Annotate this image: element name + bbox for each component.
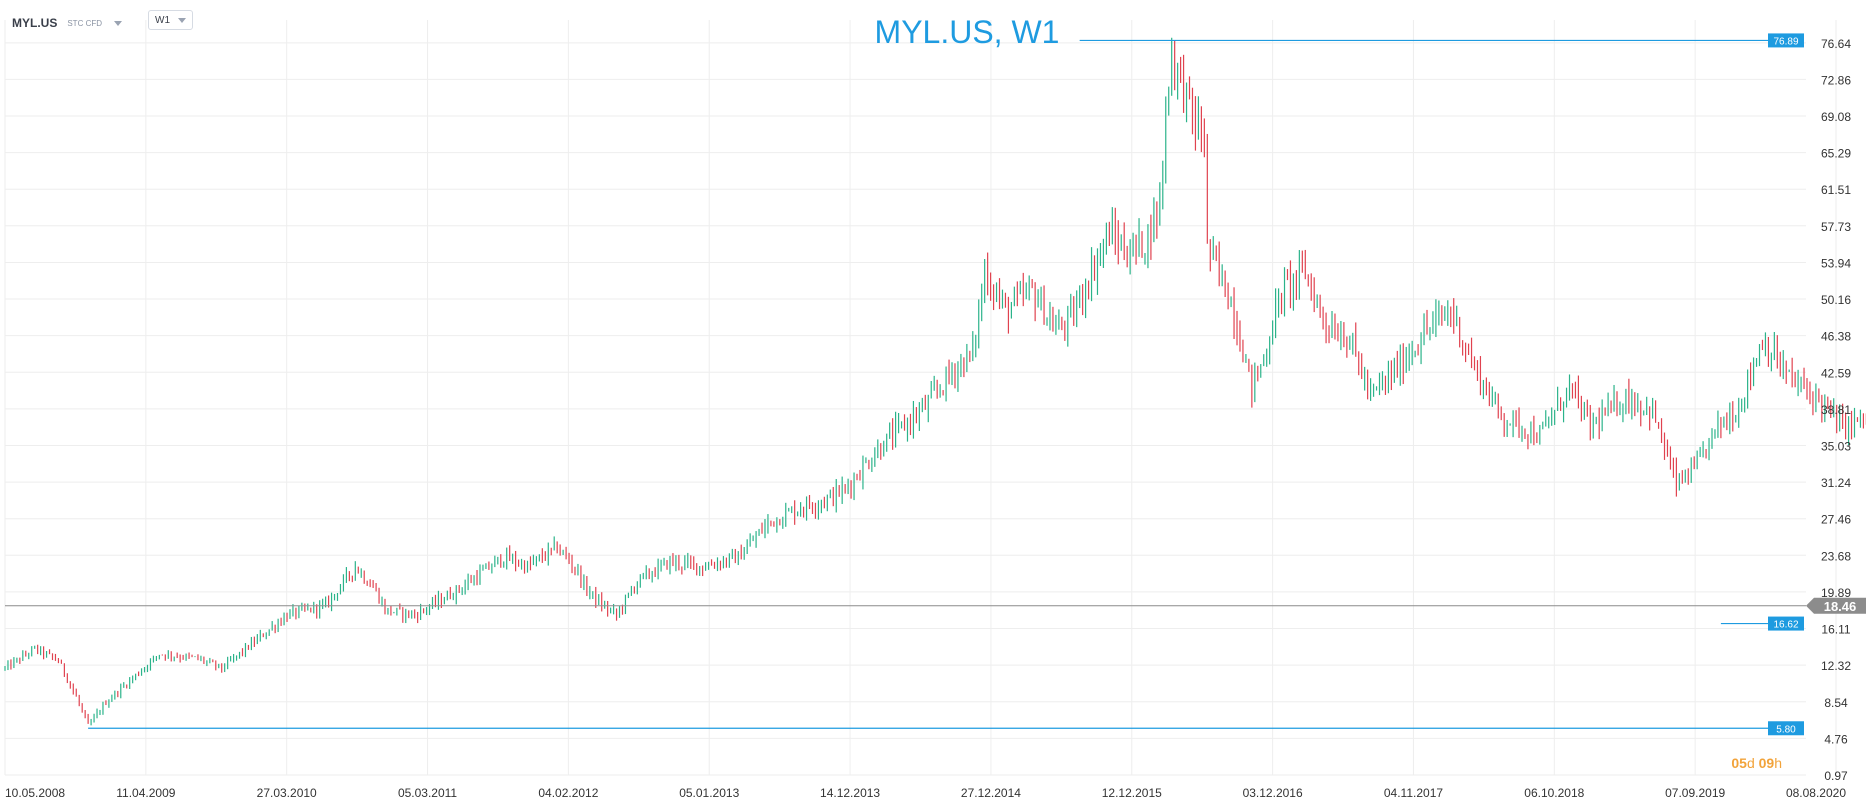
- x-tick-label: 04.02.2012: [538, 786, 598, 800]
- price-marker-label: 16.62: [1773, 620, 1798, 631]
- grid: [4, 20, 1837, 776]
- current-price-badge: [1806, 597, 1866, 614]
- y-tick-label: 42.59: [1821, 366, 1851, 380]
- y-tick-label: 50.16: [1821, 293, 1851, 307]
- price-marker-label: 5.80: [1776, 724, 1796, 735]
- candles: [4, 37, 1866, 726]
- x-tick-label: 05.01.2013: [679, 786, 739, 800]
- chart-title: MYL.US, W1: [875, 14, 1060, 50]
- y-tick-label: 8.54: [1824, 696, 1848, 710]
- timeframe-select[interactable]: W1: [148, 10, 193, 30]
- current-price-label: 18.46: [1824, 599, 1857, 614]
- price-markers: 18.46 76.89 16.62 5.80: [5, 33, 1866, 736]
- y-tick-label: 31.24: [1821, 476, 1851, 490]
- x-tick-label: 06.10.2018: [1524, 786, 1584, 800]
- y-tick-label: 35.03: [1821, 439, 1851, 453]
- y-tick-label: 0.97: [1824, 769, 1848, 783]
- y-tick-label: 27.46: [1821, 513, 1851, 527]
- y-tick-label: 61.51: [1821, 183, 1851, 197]
- timeframe-value: W1: [155, 14, 170, 26]
- x-tick-label: 04.11.2017: [1384, 786, 1443, 800]
- x-tick-label: 10.05.2008: [5, 786, 65, 800]
- instrument-tags: STC CFD: [67, 18, 103, 28]
- y-tick-label: 38.81: [1821, 403, 1851, 417]
- x-axis: 10.05.2008 11.04.2009 27.03.2010 05.03.2011…: [5, 786, 1846, 800]
- countdown-timer: 05d 09h: [1731, 755, 1782, 771]
- y-tick-label: 46.38: [1821, 330, 1851, 344]
- y-tick-label: 4.76: [1824, 732, 1848, 746]
- y-tick-label: 53.94: [1821, 256, 1851, 270]
- y-tick-label: 12.32: [1821, 659, 1851, 673]
- y-tick-label: 69.08: [1821, 110, 1851, 124]
- chevron-down-icon: [178, 17, 186, 23]
- y-tick-label: 57.73: [1821, 220, 1851, 234]
- y-axis: 76.64 72.86 69.08 65.29 61.51 57.73 53.94 50.16…: [1821, 37, 1851, 783]
- price-marker-badge: [1768, 616, 1804, 631]
- x-tick-label: 08.08.2020: [1786, 786, 1846, 800]
- x-tick-label: 05.03.2011: [398, 786, 457, 800]
- x-tick-label: 11.04.2009: [116, 786, 175, 800]
- x-tick-label: 12.12.2015: [1102, 786, 1162, 800]
- chevron-down-icon[interactable]: [114, 20, 123, 26]
- x-tick-label: 07.09.2019: [1665, 786, 1725, 800]
- y-tick-label: 76.64: [1821, 37, 1851, 51]
- price-marker-label: 76.89: [1773, 36, 1798, 47]
- price-marker-badge: [1768, 33, 1804, 48]
- price-marker-badge: [1768, 721, 1804, 736]
- symbol-name[interactable]: MYL.US: [12, 16, 58, 30]
- y-tick-label: 16.11: [1821, 623, 1850, 637]
- x-tick-label: 27.12.2014: [961, 786, 1021, 800]
- x-tick-label: 03.12.2016: [1243, 786, 1303, 800]
- y-tick-label: 23.68: [1821, 549, 1851, 563]
- symbol-toolbar: MYL.US STC CFD: [12, 12, 123, 34]
- y-tick-label: 19.89: [1821, 586, 1851, 600]
- x-tick-label: 14.12.2013: [820, 786, 880, 800]
- y-tick-label: 65.29: [1821, 147, 1851, 161]
- y-tick-label: 72.86: [1821, 73, 1851, 87]
- x-tick-label: 27.03.2010: [257, 786, 317, 800]
